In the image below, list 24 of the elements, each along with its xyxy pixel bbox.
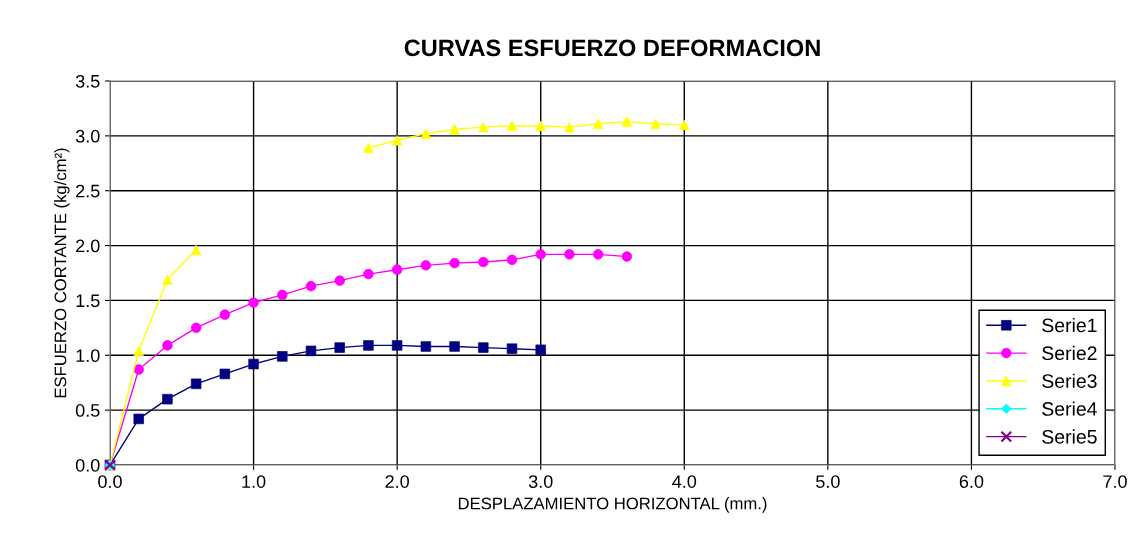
chart-title: CURVAS ESFUERZO DEFORMACION (404, 39, 820, 57)
y-tick-label: 0.5 (75, 404, 100, 417)
x-tick-label: 0.0 (98, 475, 122, 488)
legend-label: Serie1 (1042, 317, 1097, 333)
x-tick-label: 3.0 (528, 475, 553, 488)
x-axis-title: DESPLAZAMIENTO HORIZONTAL (mm.) (458, 497, 767, 513)
y-tick-label: 2.0 (76, 239, 100, 253)
y-tick-label: 2.5 (76, 184, 100, 198)
x-tick-label: 2.0 (385, 475, 409, 488)
y-axis-title: ESFUERZO CORTANTE (kg/cm²) (54, 148, 70, 398)
x-tick-label: 1.0 (242, 475, 266, 488)
legend-label: Serie3 (1042, 373, 1097, 388)
x-tick-label: 6.0 (959, 475, 984, 488)
y-tick-label: 1.5 (76, 294, 100, 308)
legend-label: Serie5 (1042, 429, 1097, 444)
x-tick-label: 5.0 (816, 475, 840, 488)
legend-label: Serie2 (1042, 345, 1097, 361)
x-tick-label: 7.0 (1103, 475, 1127, 488)
y-tick-label: 1.0 (76, 349, 100, 363)
y-tick-label: 0.0 (75, 458, 100, 472)
x-tick-label: 4.0 (672, 475, 697, 488)
legend-label: Serie4 (1042, 401, 1097, 416)
y-tick-label: 3.0 (75, 129, 100, 143)
y-tick-label: 3.5 (75, 74, 100, 88)
